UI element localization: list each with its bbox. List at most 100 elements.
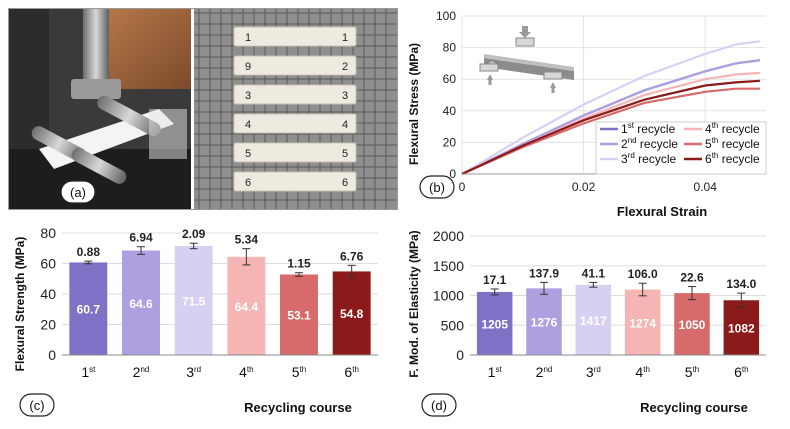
strength-chart: 0.88 60.7 6.94 64.6 2.09 71.5 5.34 64.4 1.15 53.1… [13, 225, 378, 417]
specimen-strip [233, 171, 357, 192]
x-axis-title: Recycling course [640, 400, 748, 415]
y-tick-label: 40 [443, 104, 457, 118]
category-label: 2nd [133, 364, 150, 380]
error-label: 106.0 [628, 267, 658, 281]
y-axis-title: F. Mod. of Elasticity (MPa) [407, 230, 421, 377]
x-tick-label: 0.04 [694, 180, 718, 194]
value-label: 64.6 [129, 297, 153, 311]
x-axis-title: Recycling course [244, 400, 352, 415]
category-label: 4th [635, 364, 649, 380]
bar-3 [575, 284, 612, 355]
svg-text:(c): (c) [29, 398, 44, 413]
svg-text:(a): (a) [70, 185, 86, 200]
bar-1 [476, 291, 513, 355]
svg-text:(b): (b) [429, 180, 445, 195]
series-line-3 [461, 40, 761, 175]
specimen-label-right: 3 [342, 90, 348, 102]
specimens-photo: 1 1 9 2 3 3 4 4 5 5 6 6 [194, 9, 397, 209]
y-tick-label: 60 [40, 256, 56, 272]
value-label: 54.8 [340, 307, 364, 321]
value-label: 60.7 [77, 303, 101, 317]
value-label: 1050 [679, 318, 706, 332]
svg-text:(d): (d) [431, 398, 447, 413]
category-label: 4th [239, 364, 253, 380]
error-label: 17.1 [483, 273, 507, 287]
category-label: 1st [81, 364, 96, 380]
series-line-6 [461, 79, 760, 175]
specimen-label-right: 6 [342, 177, 348, 189]
specimen-strip [233, 26, 357, 47]
specimen-label-left: 5 [245, 148, 251, 160]
x-tick-label: 0.02 [572, 180, 596, 194]
category-label: 2nd [536, 364, 553, 380]
panel-a-badge: (a) [60, 180, 96, 204]
legend-entry: 3rd recycle [621, 151, 676, 166]
photo-svg: 1 1 9 2 3 3 4 4 5 5 6 6 (a) [9, 9, 397, 209]
legend-entry: 2nd recycle [621, 136, 678, 151]
series-line-5 [461, 87, 760, 176]
error-label: 134.0 [726, 277, 756, 291]
error-label: 2.09 [182, 227, 206, 241]
y-tick-label: 0 [48, 347, 56, 363]
modulus-panel: 17.1 1205 137.9 1276 41.1 1417 106.0 1274 22.6 10… [404, 222, 782, 422]
bar-5 [674, 293, 710, 355]
error-label: 1.15 [287, 257, 311, 271]
specimen-label-left: 4 [245, 119, 251, 131]
modulus-chart: 17.1 1205 137.9 1276 41.1 1417 106.0 1274 22.6 10… [407, 228, 766, 417]
bar-6 [723, 300, 760, 355]
stress-strain-panel: 0 20 40 60 80 100 0 0.02 0.04 1st recycle 2nd rec… [404, 8, 782, 219]
error-label: 41.1 [582, 266, 606, 280]
legend-entry: 6th recycle [705, 151, 760, 166]
y-tick-label: 40 [40, 286, 56, 302]
value-label: 1205 [481, 317, 508, 331]
specimen-strip [233, 55, 357, 76]
strength-panel: 0.88 60.7 6.94 64.6 2.09 71.5 5.34 64.4 1.15 53.1… [8, 222, 396, 422]
specimen-label-left: 3 [245, 90, 251, 102]
category-label: 5th [685, 364, 699, 380]
y-tick-label: 80 [40, 225, 56, 241]
category-label: 6th [344, 364, 358, 380]
y-axis-title: Flexural Strength (MPa) [13, 237, 27, 372]
value-label: 1276 [531, 316, 558, 330]
y-tick-label: 0 [456, 347, 464, 363]
specimen-strip [233, 142, 357, 163]
error-label: 6.94 [129, 231, 153, 245]
series-line-2 [461, 59, 761, 175]
bar-2 [122, 250, 160, 355]
y-tick-label: 20 [443, 135, 457, 149]
fixture-photo [9, 9, 191, 209]
category-label: 6th [734, 364, 748, 380]
y-tick-label: 1000 [433, 288, 464, 304]
specimen-label-left: 1 [245, 32, 251, 44]
y-tick-label: 100 [436, 9, 456, 23]
error-label: 5.34 [235, 233, 259, 247]
photo-panel: 1 1 9 2 3 3 4 4 5 5 6 6 (a) [8, 8, 398, 210]
y-tick-label: 500 [441, 317, 465, 333]
error-label: 0.88 [77, 245, 101, 259]
bar-2 [526, 288, 562, 355]
panel-b-badge: (b) [419, 175, 455, 199]
y-tick-label: 20 [40, 317, 56, 333]
category-label: 3rd [586, 364, 601, 380]
x-axis-title: Flexural Strain [617, 204, 707, 218]
legend-box [595, 121, 767, 175]
bar-5 [280, 274, 318, 355]
value-label: 1417 [580, 314, 607, 328]
value-label: 64.4 [235, 300, 259, 314]
category-label: 3rd [186, 364, 201, 380]
legend-entry: 1st recycle [621, 121, 676, 136]
bar-1 [69, 262, 108, 355]
specimen-strip [233, 84, 357, 105]
error-label: 137.9 [529, 266, 559, 280]
bar-3 [174, 245, 213, 355]
flexure-inset-diagram [479, 26, 574, 93]
y-tick-label: 80 [443, 41, 457, 55]
specimen-label-right: 5 [342, 148, 348, 160]
panel-c-badge: (c) [19, 393, 55, 417]
y-axis-title: Flexural Stress (MPa) [407, 43, 421, 165]
specimen-label-left: 6 [245, 177, 251, 189]
category-label: 5th [292, 364, 306, 380]
specimen-label-right: 2 [342, 61, 348, 73]
category-label: 1st [488, 364, 503, 380]
value-label: 71.5 [182, 294, 206, 308]
